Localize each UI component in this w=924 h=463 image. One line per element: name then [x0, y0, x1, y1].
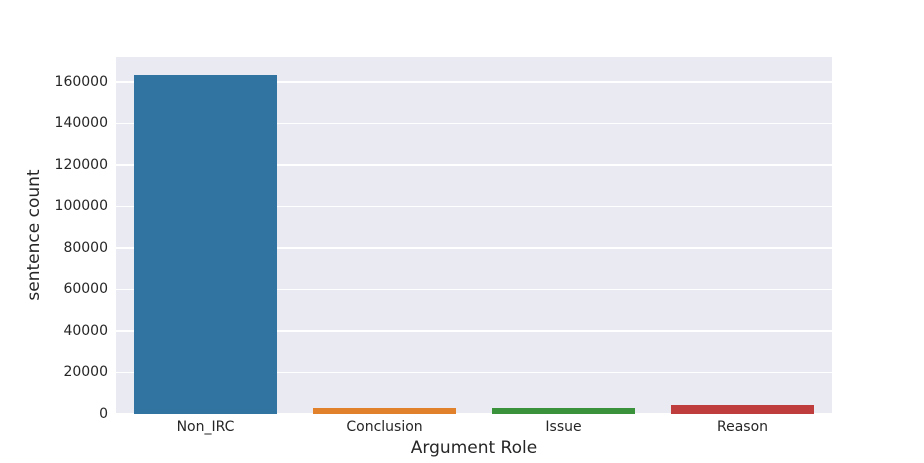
- bar-issue: [491, 407, 636, 414]
- x-tick-label-reason: Reason: [716, 419, 769, 435]
- gridline-y-20000: [116, 371, 832, 374]
- gridline-y-60000: [116, 288, 832, 291]
- bar-reason: [670, 405, 815, 414]
- y-axis-label: sentence count: [24, 169, 44, 301]
- x-tick-label-non_irc: Non_IRC: [176, 419, 235, 435]
- y-tick-label: 80000: [63, 239, 108, 256]
- y-tick-label: 100000: [54, 198, 108, 215]
- gridline-y-0: [116, 413, 832, 415]
- y-tick-label: 140000: [54, 115, 108, 132]
- x-tick-label-conclusion: Conclusion: [346, 419, 423, 435]
- gridline-y-100000: [116, 205, 832, 208]
- gridline-y-120000: [116, 164, 832, 166]
- gridline-y-160000: [116, 81, 832, 83]
- y-tick-label: 120000: [54, 156, 108, 173]
- y-tick-label: 0: [99, 406, 108, 422]
- gridline-y-40000: [116, 330, 832, 332]
- y-tick-label: 40000: [63, 322, 108, 339]
- y-tick-label: 160000: [54, 73, 108, 90]
- plot-area: [116, 57, 832, 415]
- bar-non_irc: [133, 74, 278, 414]
- x-tick-label-issue: Issue: [545, 419, 582, 435]
- bar-conclusion: [312, 407, 457, 414]
- gridline-y-80000: [116, 247, 832, 249]
- y-tick-label: 60000: [63, 281, 108, 298]
- x-axis-label: Argument Role: [410, 438, 538, 458]
- y-tick-label: 20000: [63, 364, 108, 381]
- gridline-y-140000: [116, 122, 832, 125]
